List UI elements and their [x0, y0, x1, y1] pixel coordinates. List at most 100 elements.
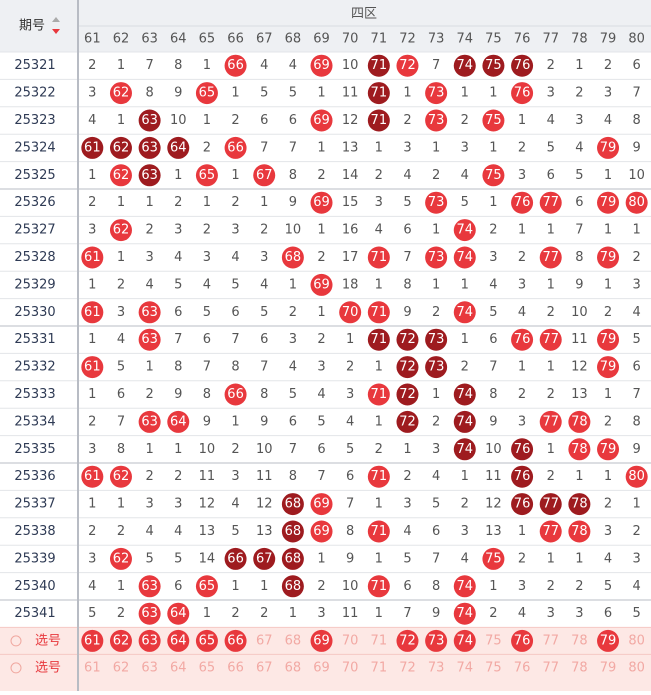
- selectable-number[interactable]: 77: [542, 633, 559, 648]
- selectable-number[interactable]: 71: [371, 633, 388, 648]
- radio[interactable]: [10, 635, 22, 647]
- ball: [367, 82, 390, 105]
- selectable-number[interactable]: 75: [485, 633, 502, 648]
- selectable-number[interactable]: 79: [600, 633, 617, 648]
- miss-count: 1: [547, 277, 555, 292]
- miss-count: 9: [432, 606, 440, 621]
- selectable-number[interactable]: 73: [428, 660, 445, 675]
- miss-count: 2: [575, 86, 583, 101]
- miss-count: 2: [518, 387, 526, 402]
- column-number: 66: [227, 32, 244, 47]
- selectable-number[interactable]: 68: [285, 633, 302, 648]
- selectable-number[interactable]: 61: [84, 660, 101, 675]
- selectable-number[interactable]: 62: [113, 633, 130, 648]
- selectable-number[interactable]: 65: [199, 633, 216, 648]
- radio[interactable]: [10, 662, 22, 674]
- miss-count: 9: [174, 387, 182, 402]
- picked-ball: [511, 629, 534, 652]
- sort-down[interactable]: [52, 29, 60, 34]
- miss-count: 1: [489, 140, 497, 155]
- miss-count: 2: [375, 442, 383, 457]
- ball: [539, 191, 562, 214]
- miss-count: 1: [633, 497, 641, 512]
- miss-count: 1: [117, 497, 125, 512]
- selectable-number[interactable]: 61: [84, 633, 101, 648]
- selectable-number[interactable]: 62: [113, 660, 130, 675]
- miss-count: 12: [485, 497, 502, 512]
- selectable-number[interactable]: 64: [170, 660, 187, 675]
- ball: [396, 328, 419, 351]
- selectable-number[interactable]: 79: [600, 660, 617, 675]
- selectable-number[interactable]: 70: [342, 660, 359, 675]
- period-header[interactable]: 期号: [19, 19, 45, 34]
- selectable-number[interactable]: 80: [628, 660, 645, 675]
- miss-count: 1: [174, 442, 182, 457]
- miss-count: 5: [547, 140, 555, 155]
- miss-count: 1: [231, 579, 239, 594]
- miss-count: 2: [117, 524, 125, 539]
- ball-number: 71: [371, 250, 388, 265]
- selectable-number[interactable]: 63: [141, 633, 158, 648]
- selectable-number[interactable]: 63: [141, 660, 158, 675]
- selectable-number[interactable]: 69: [313, 660, 330, 675]
- miss-count: 3: [432, 442, 440, 457]
- miss-count: 8: [289, 469, 297, 484]
- miss-count: 4: [604, 113, 612, 128]
- sort-up[interactable]: [52, 17, 60, 22]
- selectable-number[interactable]: 76: [514, 660, 531, 675]
- ball: [81, 356, 104, 379]
- miss-count: 1: [117, 579, 125, 594]
- miss-count: 3: [317, 360, 325, 375]
- ball-number: 74: [457, 442, 474, 457]
- selectable-number[interactable]: 71: [371, 660, 388, 675]
- miss-count: 3: [375, 195, 383, 210]
- miss-count: 5: [489, 305, 497, 320]
- ball-number: 79: [600, 250, 617, 265]
- picked-ball: [81, 629, 104, 652]
- selectable-number[interactable]: 74: [457, 660, 474, 675]
- miss-count: 4: [575, 140, 583, 155]
- selectable-number[interactable]: 78: [571, 660, 588, 675]
- miss-count: 1: [88, 168, 96, 183]
- ball: [310, 109, 333, 132]
- selectable-number[interactable]: 66: [227, 660, 244, 675]
- ball: [396, 356, 419, 379]
- miss-count: 6: [432, 524, 440, 539]
- selectable-number[interactable]: 72: [399, 633, 416, 648]
- selectable-number[interactable]: 68: [285, 660, 302, 675]
- selectable-number[interactable]: 78: [571, 633, 588, 648]
- miss-count: 1: [317, 86, 325, 101]
- period: 25331: [14, 332, 55, 347]
- selectable-number[interactable]: 70: [342, 633, 359, 648]
- selectable-number[interactable]: 69: [313, 633, 330, 648]
- selectable-number[interactable]: 64: [170, 633, 187, 648]
- miss-count: 3: [604, 524, 612, 539]
- selectable-number[interactable]: 67: [256, 660, 273, 675]
- miss-count: 9: [289, 195, 297, 210]
- period: 25324: [14, 140, 55, 155]
- period: 25326: [14, 195, 55, 210]
- selectable-number[interactable]: 72: [399, 660, 416, 675]
- selectable-number[interactable]: 73: [428, 633, 445, 648]
- ball: [453, 438, 476, 461]
- miss-count: 10: [342, 58, 359, 73]
- ball: [167, 602, 190, 625]
- column-number: 72: [399, 32, 416, 47]
- selectable-number[interactable]: 74: [457, 633, 474, 648]
- selectable-number[interactable]: 67: [256, 633, 273, 648]
- miss-count: 13: [342, 140, 359, 155]
- selectable-number[interactable]: 66: [227, 633, 244, 648]
- miss-count: 8: [346, 524, 354, 539]
- selectable-number[interactable]: 77: [542, 660, 559, 675]
- miss-count: 7: [231, 332, 239, 347]
- selectable-number[interactable]: 80: [628, 633, 645, 648]
- ball: [281, 520, 304, 543]
- miss-count: 1: [375, 277, 383, 292]
- selectable-number[interactable]: 75: [485, 660, 502, 675]
- selectable-number[interactable]: 76: [514, 633, 531, 648]
- miss-count: 9: [403, 305, 411, 320]
- miss-count: 1: [346, 332, 354, 347]
- miss-count: 1: [547, 442, 555, 457]
- selectable-number[interactable]: 65: [199, 660, 216, 675]
- ball: [81, 136, 104, 159]
